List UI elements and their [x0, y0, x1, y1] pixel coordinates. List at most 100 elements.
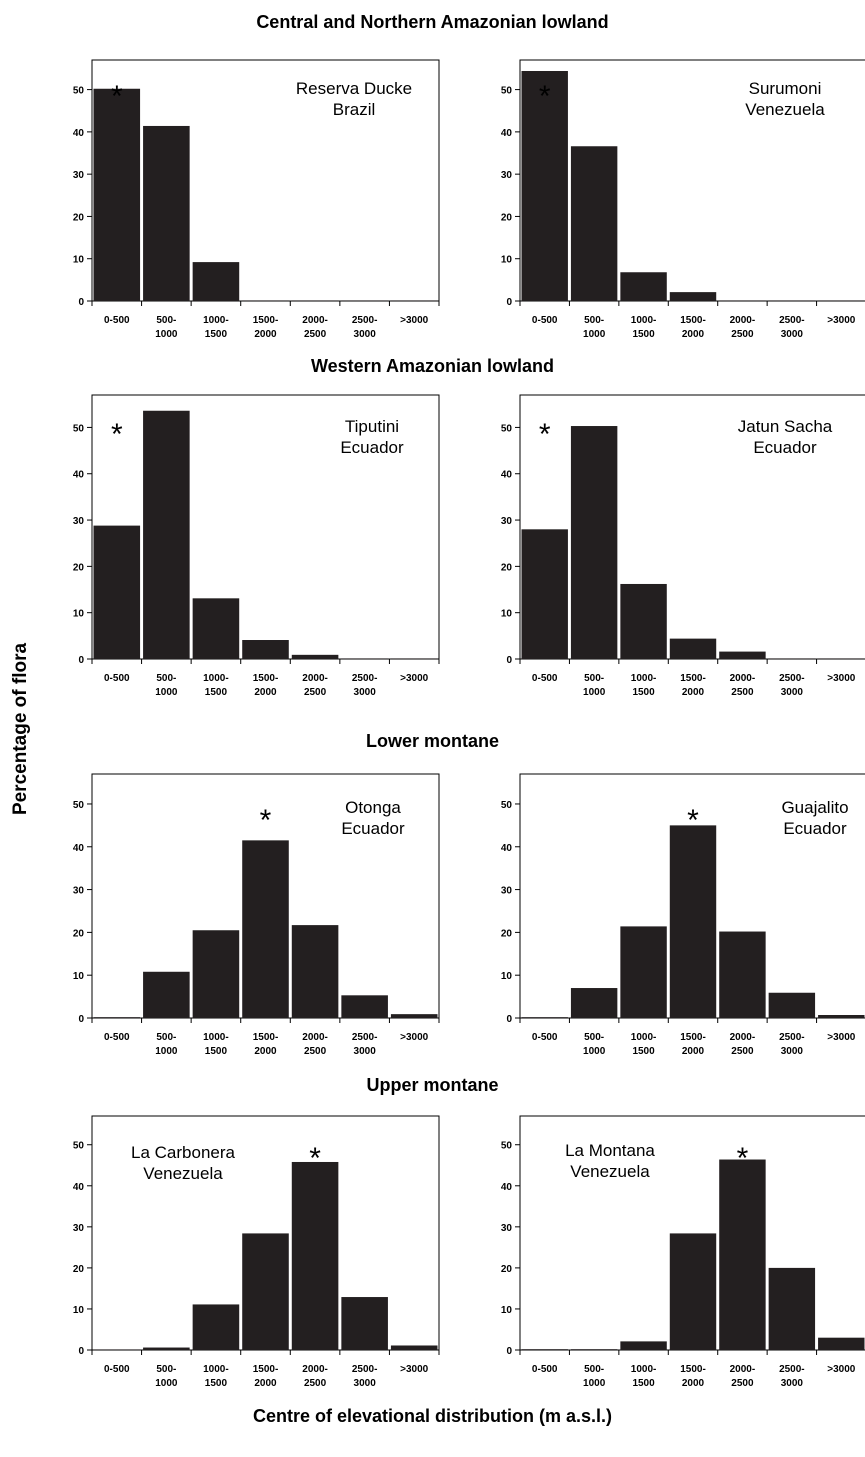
site-country: Venezuela: [570, 1162, 650, 1181]
x-tick-label: 1000-: [203, 1032, 229, 1043]
bar: [669, 638, 717, 659]
bar: [93, 525, 141, 659]
group-title-central-northern: Central and Northern Amazonian lowland: [256, 12, 609, 32]
x-tick-label: 2500: [304, 687, 327, 698]
x-tick-label: 2000-: [730, 315, 756, 326]
bar: [521, 1017, 568, 1018]
y-tick-label: 0: [78, 1014, 84, 1025]
x-tick-label: 2000: [682, 1046, 705, 1057]
site-name: Tiputini: [345, 417, 399, 436]
x-tick-label: >3000: [400, 315, 429, 326]
y-tick-label: 10: [73, 1305, 85, 1316]
x-tick-label: 500-: [584, 315, 604, 326]
bar: [719, 300, 766, 301]
x-tick-label: 500-: [584, 1032, 604, 1043]
x-tick-label: 1000: [155, 1046, 178, 1057]
bar: [521, 1349, 568, 1350]
bar: [521, 529, 568, 659]
bar: [818, 1337, 865, 1350]
site-country: Ecuador: [340, 438, 404, 457]
site-country: Venezuela: [745, 100, 825, 119]
bar: [620, 583, 667, 659]
bar: [390, 658, 438, 659]
bar: [570, 988, 618, 1018]
y-tick-label: 50: [501, 1141, 513, 1152]
bar: [768, 1267, 816, 1350]
y-tick-label: 0: [78, 297, 84, 308]
site-country: Brazil: [333, 100, 376, 119]
bar: [242, 1233, 289, 1350]
y-tick-label: 50: [73, 1141, 85, 1152]
site-name: La Montana: [565, 1141, 655, 1160]
y-tick-label: 20: [73, 562, 85, 573]
bar: [719, 1159, 766, 1350]
x-tick-label: 1500: [632, 1046, 655, 1057]
y-tick-label: 40: [73, 843, 85, 854]
bar: [669, 292, 717, 301]
x-tick-label: 3000: [781, 329, 804, 340]
y-tick-label: 20: [501, 212, 513, 223]
x-axis-label: Centre of elevational distribution (m a.…: [252, 1406, 613, 1426]
mode-star-marker: *: [539, 418, 551, 451]
group-title-lower-montane: Lower montane: [365, 731, 499, 751]
y-tick-label: 20: [73, 1264, 85, 1275]
y-tick-label: 10: [73, 609, 85, 620]
site-country: Ecuador: [341, 819, 405, 838]
bar: [291, 925, 339, 1018]
chart-otonga: 0 10 20 30 40 50 0-500 500- 1000 1000- 1500 1500- 20…: [73, 773, 440, 1057]
chart-jatun-sacha: 0 10 20 30 40 50 0-500 500- 1000 1000- 1500 1500- 20…: [501, 394, 865, 698]
x-tick-label: 500-: [584, 673, 604, 684]
x-tick-label: 0-500: [104, 673, 130, 684]
bar: [719, 931, 766, 1018]
site-country: Ecuador: [783, 819, 847, 838]
x-tick-label: 1500-: [253, 1032, 279, 1043]
x-tick-label: >3000: [400, 1032, 429, 1043]
x-tick-label: 1500: [632, 329, 655, 340]
bar: [291, 654, 339, 659]
x-tick-label: 2500: [304, 1046, 327, 1057]
x-tick-label: 3000: [781, 1378, 804, 1389]
y-tick-label: 0: [506, 1346, 512, 1357]
x-tick-label: 500-: [156, 315, 176, 326]
bar: [620, 272, 667, 301]
x-tick-label: 500-: [584, 1364, 604, 1375]
x-tick-label: 2000: [254, 1046, 277, 1057]
x-tick-label: 2500-: [779, 315, 805, 326]
x-tick-label: 1500-: [680, 1364, 706, 1375]
site-country: Venezuela: [143, 1164, 223, 1183]
x-tick-label: 2500-: [352, 1364, 378, 1375]
group-title-upper-montane: Upper montane: [366, 1075, 499, 1095]
x-tick-label: 0-500: [532, 1032, 558, 1043]
bar: [818, 300, 865, 301]
y-tick-label: 30: [73, 1223, 85, 1234]
y-tick-label: 20: [501, 1264, 513, 1275]
x-tick-label: 2500: [731, 1046, 754, 1057]
bar: [570, 1349, 618, 1350]
x-tick-label: 1500: [205, 1046, 228, 1057]
bar: [818, 658, 865, 659]
y-tick-label: 20: [501, 928, 513, 939]
x-tick-label: 2000-: [302, 673, 328, 684]
bar: [192, 930, 240, 1018]
chart-guajalito: 0 10 20 30 40 50 0-500 500- 1000 1000- 1500 1500- 20…: [501, 773, 865, 1057]
y-tick-label: 40: [501, 470, 513, 481]
bar: [669, 825, 717, 1018]
site-name: Surumoni: [749, 79, 822, 98]
y-tick-label: 30: [501, 886, 513, 897]
site-name: Reserva Ducke: [296, 79, 412, 98]
group-title-western: Western Amazonian lowland: [310, 356, 555, 376]
y-tick-label: 40: [73, 470, 85, 481]
y-tick-label: 0: [78, 655, 84, 666]
x-tick-label: 1500-: [680, 673, 706, 684]
bar: [192, 262, 240, 301]
bar: [719, 651, 766, 659]
x-tick-label: 3000: [354, 1378, 377, 1389]
bar: [143, 410, 190, 659]
y-tick-label: 20: [73, 928, 85, 939]
x-tick-label: 1500: [205, 329, 228, 340]
bar: [192, 598, 240, 659]
x-tick-label: 1500-: [680, 315, 706, 326]
y-tick-label: 30: [73, 886, 85, 897]
bar: [390, 300, 438, 301]
x-tick-label: >3000: [827, 1032, 856, 1043]
